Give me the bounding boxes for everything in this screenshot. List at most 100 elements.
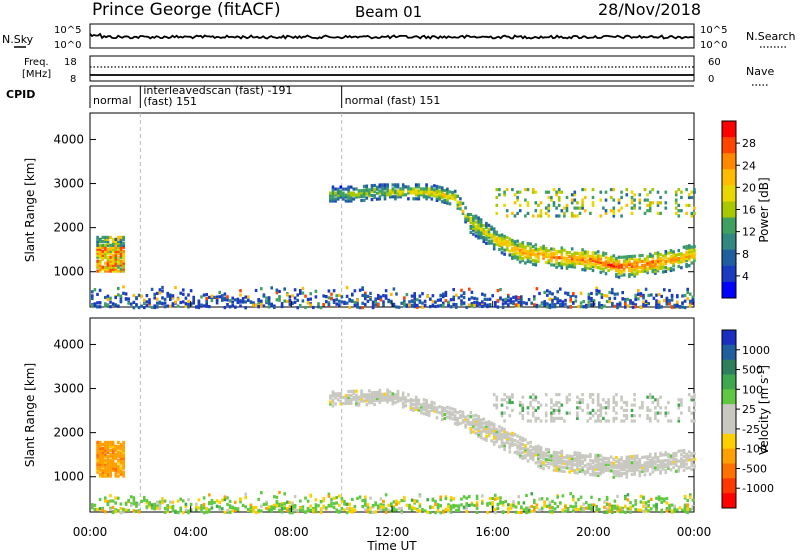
colorbar-swatch <box>722 201 736 219</box>
data-cell <box>278 289 281 294</box>
data-cell <box>106 267 110 271</box>
data-cell <box>586 466 590 470</box>
data-cell <box>615 262 618 267</box>
data-cell <box>648 452 652 457</box>
data-cell <box>602 398 605 402</box>
data-cell <box>481 302 484 306</box>
data-cell <box>306 301 310 305</box>
data-cell <box>436 503 440 507</box>
data-cell <box>531 446 535 450</box>
data-cell <box>477 232 480 236</box>
data-cell <box>655 293 658 297</box>
data-cell <box>656 253 660 257</box>
data-cell <box>106 259 110 263</box>
data-cell <box>557 457 561 461</box>
data-cell <box>109 263 112 267</box>
data-cell <box>453 408 457 412</box>
data-cell <box>382 499 385 503</box>
data-cell <box>691 507 695 511</box>
data-cell <box>683 294 687 298</box>
data-cell <box>537 464 540 468</box>
data-cell <box>513 443 517 447</box>
data-cell <box>215 295 219 299</box>
data-cell <box>366 503 370 507</box>
data-cell <box>439 304 442 308</box>
data-cell <box>557 465 561 469</box>
data-cell <box>648 472 652 476</box>
data-cell <box>360 194 363 199</box>
data-cell <box>381 183 384 187</box>
data-cell <box>468 287 471 291</box>
data-cell <box>518 252 522 256</box>
data-cell <box>101 472 105 476</box>
data-cell <box>516 452 519 456</box>
data-cell <box>474 226 478 230</box>
data-cell <box>654 259 657 263</box>
data-cell <box>344 401 348 406</box>
data-cell <box>236 508 240 512</box>
data-cell <box>618 303 622 307</box>
data-cell <box>117 460 120 464</box>
data-cell <box>119 298 123 303</box>
data-cell <box>347 393 350 398</box>
data-cell <box>351 292 354 296</box>
data-cell <box>560 209 564 213</box>
data-cell <box>353 504 357 509</box>
data-cell <box>373 189 376 193</box>
data-cell <box>500 241 504 245</box>
data-cell <box>377 504 380 508</box>
data-cell <box>106 251 110 255</box>
data-cell <box>288 504 292 508</box>
data-cell <box>501 501 505 505</box>
data-cell <box>416 303 419 307</box>
data-cell <box>586 454 590 458</box>
data-cell <box>369 510 372 514</box>
data-cell <box>455 305 458 309</box>
data-cell <box>399 398 402 402</box>
data-cell <box>668 504 671 508</box>
data-cell <box>405 503 409 507</box>
data-cell <box>381 185 384 189</box>
data-cell <box>464 218 467 222</box>
data-cell <box>503 433 506 438</box>
data-cell <box>446 199 449 203</box>
data-cell <box>625 416 629 420</box>
data-cell <box>456 422 460 427</box>
data-cell <box>518 248 522 252</box>
data-cell <box>169 294 172 298</box>
data-cell <box>205 301 208 305</box>
data-cell <box>620 214 623 218</box>
data-cell <box>654 416 657 420</box>
data-cell <box>373 187 376 191</box>
data-cell <box>114 510 117 514</box>
data-cell <box>643 473 647 477</box>
data-cell <box>500 434 504 438</box>
data-cell <box>373 391 376 395</box>
data-cell <box>568 260 571 265</box>
data-cell <box>399 187 402 191</box>
data-cell <box>260 299 263 303</box>
data-cell <box>270 286 273 290</box>
data-cell <box>617 267 621 271</box>
data-cell <box>472 220 475 224</box>
colorbar-swatch <box>722 478 736 494</box>
data-cell <box>615 469 618 474</box>
data-cell <box>122 470 125 474</box>
data-cell <box>544 249 548 253</box>
data-cell <box>462 495 466 499</box>
data-cell <box>368 190 371 194</box>
nsky-tick-top: 10^5 <box>54 25 81 36</box>
data-cell <box>685 211 688 215</box>
data-cell <box>119 251 123 255</box>
data-cell <box>106 241 110 245</box>
data-cell <box>500 436 504 440</box>
data-cell <box>648 209 652 213</box>
data-cell <box>544 254 548 259</box>
data-cell <box>531 398 535 402</box>
data-cell <box>591 408 595 412</box>
data-cell <box>563 214 566 218</box>
data-cell <box>608 290 611 295</box>
data-cell <box>526 242 530 246</box>
data-cell <box>689 495 692 499</box>
data-cell <box>612 408 616 412</box>
